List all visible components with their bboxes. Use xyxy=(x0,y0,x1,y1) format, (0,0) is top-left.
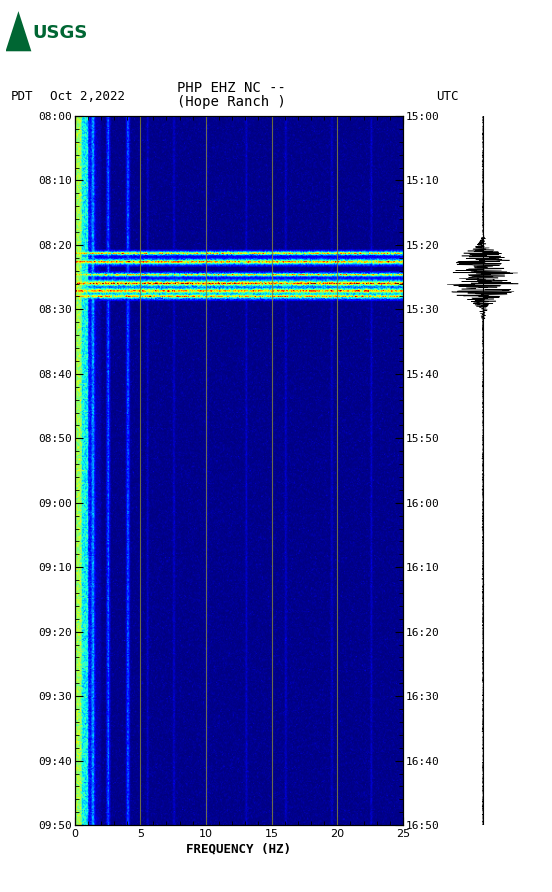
Text: PDT: PDT xyxy=(11,89,34,103)
Text: Oct 2,2022: Oct 2,2022 xyxy=(50,89,125,103)
Polygon shape xyxy=(6,11,31,52)
Text: PHP EHZ NC --: PHP EHZ NC -- xyxy=(177,81,286,95)
X-axis label: FREQUENCY (HZ): FREQUENCY (HZ) xyxy=(186,842,291,855)
Text: UTC: UTC xyxy=(436,89,459,103)
Text: (Hope Ranch ): (Hope Ranch ) xyxy=(177,95,286,109)
Text: USGS: USGS xyxy=(33,24,88,43)
